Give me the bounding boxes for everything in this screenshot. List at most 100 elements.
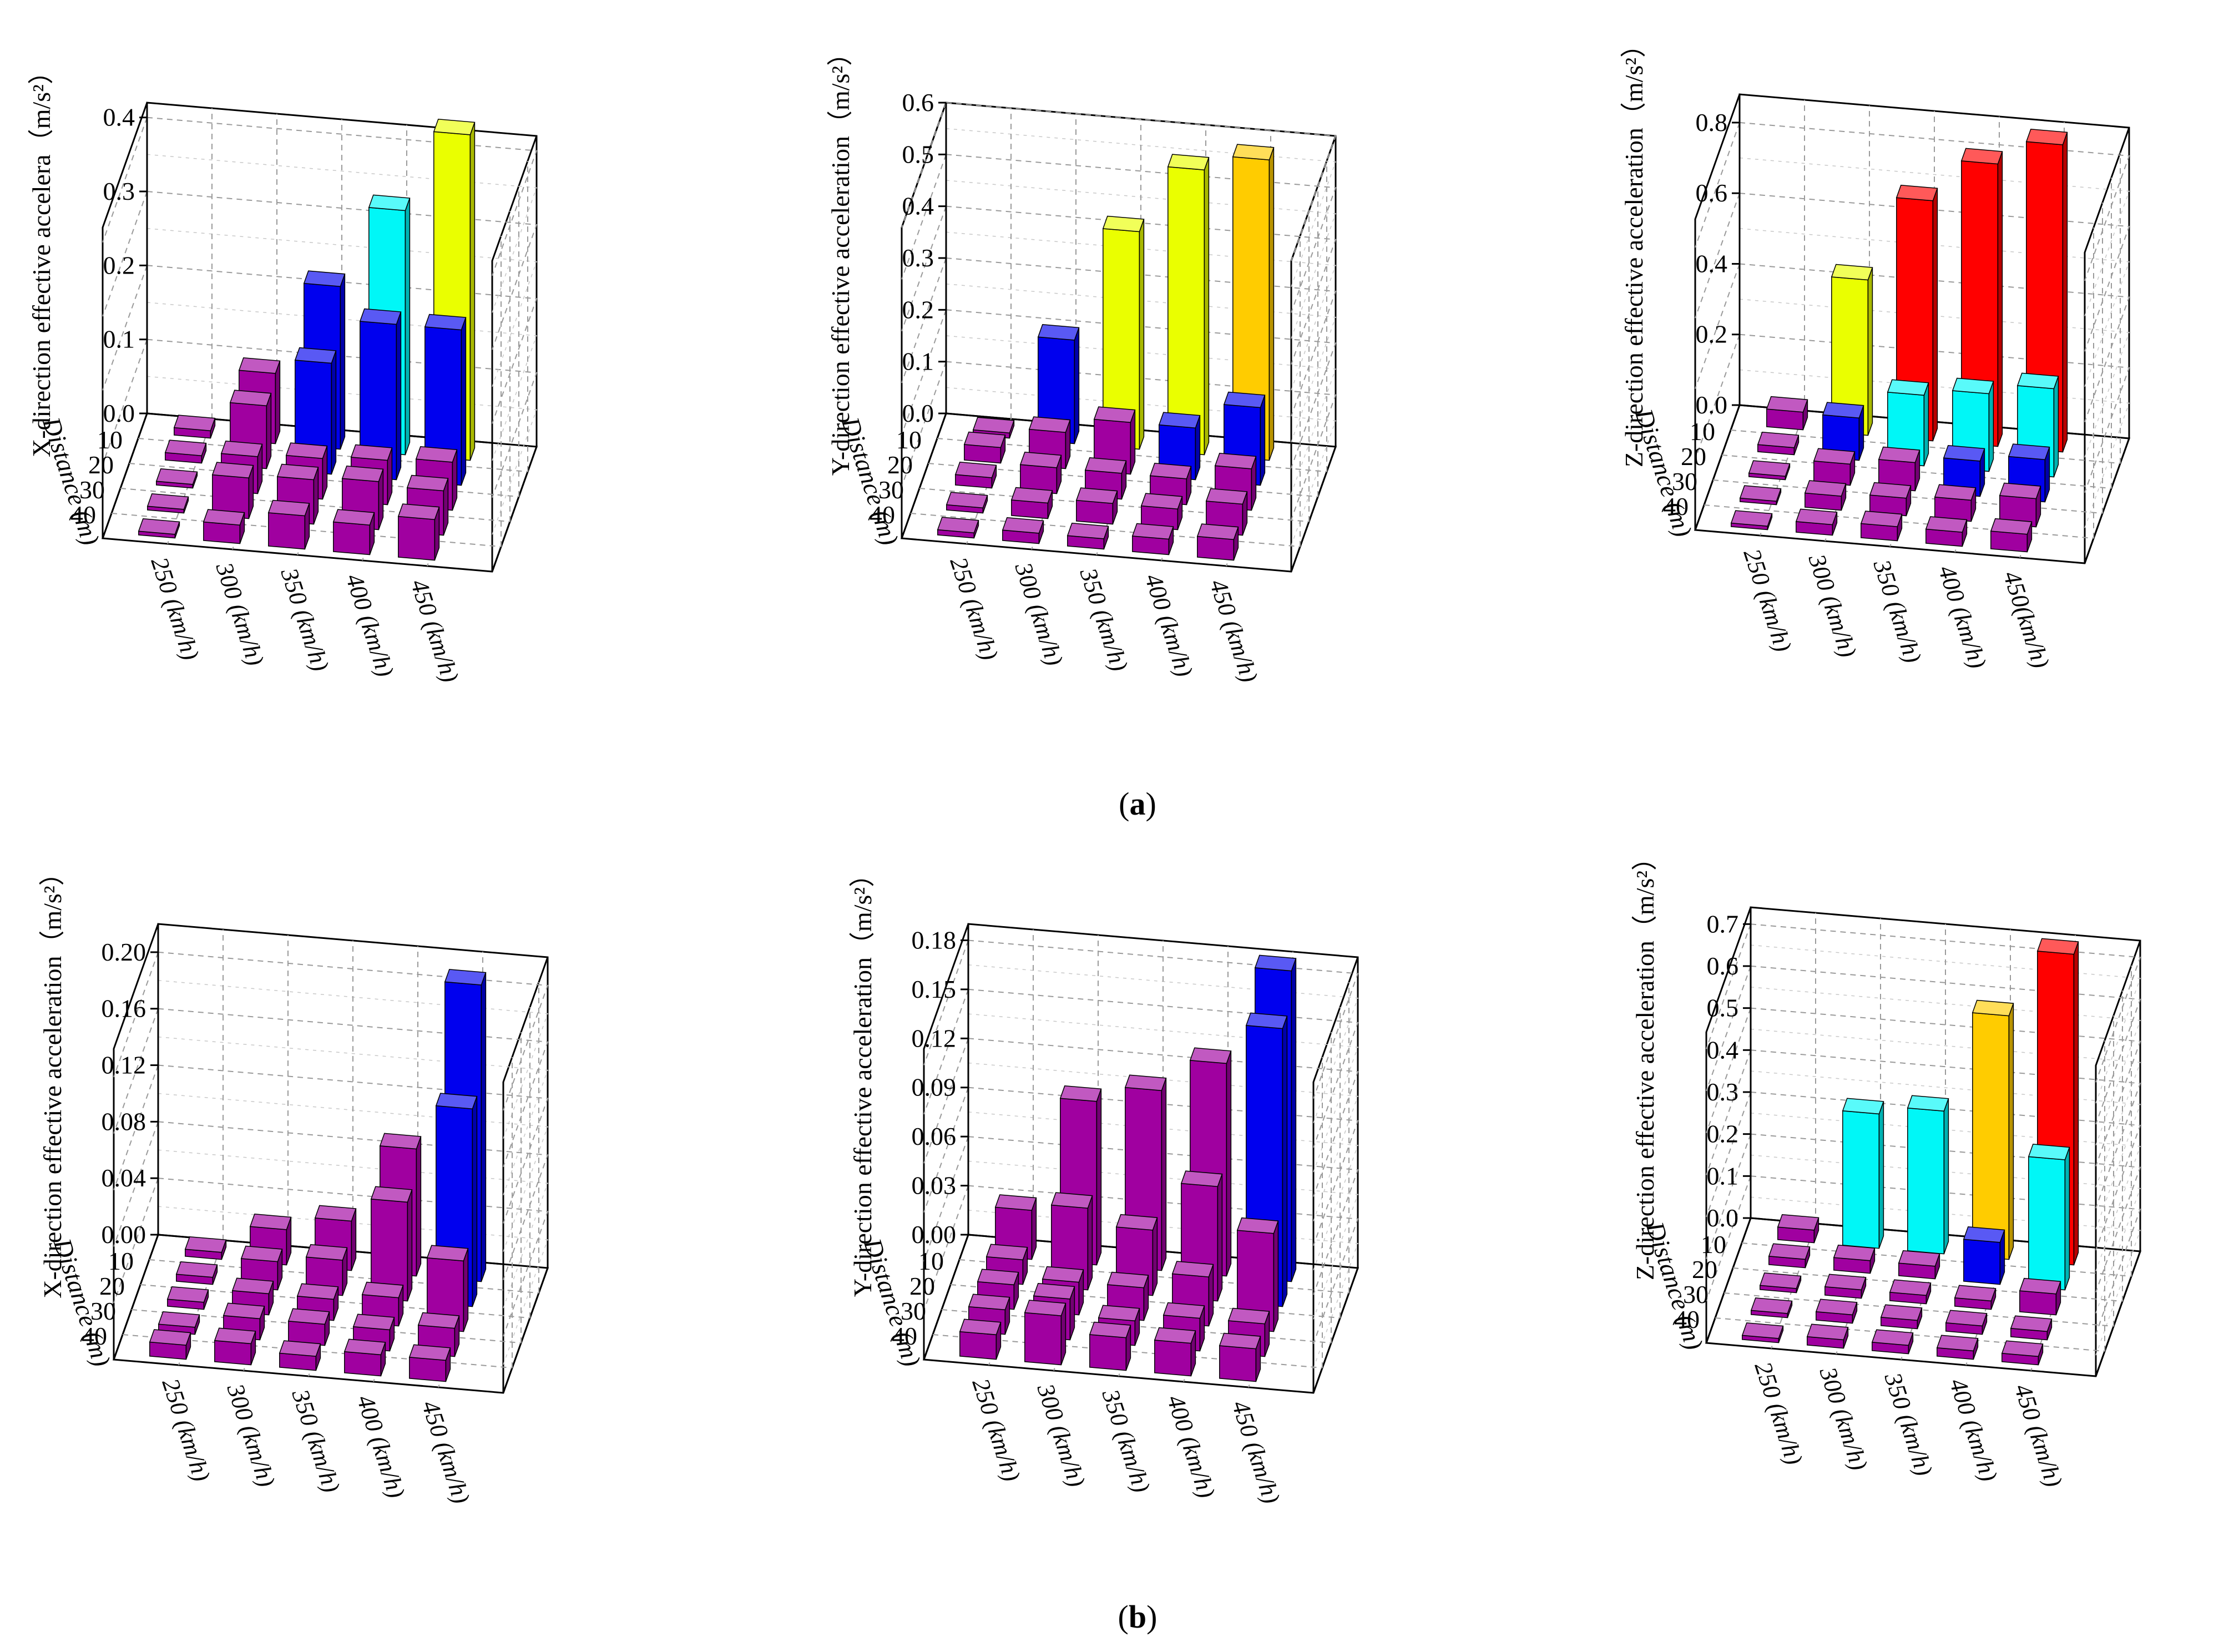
distance-tick-label: 10 (896, 426, 922, 454)
bar (1102, 215, 1145, 450)
grid-left-line (113, 1008, 159, 1134)
distance-tick-label: 30 (1672, 467, 1697, 496)
bar (1889, 1279, 1932, 1305)
bar (424, 314, 467, 486)
bar (359, 308, 402, 481)
bar (937, 517, 979, 539)
bar (287, 1308, 330, 1346)
caption-a: (a) (1119, 786, 1156, 822)
bar (1907, 1095, 1949, 1255)
y-axis-title: Y-direction effective acceleration（m/s²） (848, 862, 877, 1297)
distance-tick-label: 40 (82, 1322, 107, 1350)
grid-minor-line (158, 1036, 549, 1195)
bar (1089, 1321, 1131, 1371)
grid-minor-line (1750, 1070, 2141, 1230)
speed-category-label: 450 (km/h) (1226, 1397, 1285, 1507)
bar (1766, 396, 1808, 431)
y-tick-label: 0.06 (912, 1122, 957, 1150)
distance-tick-label: 20 (88, 451, 114, 479)
bar (1741, 1322, 1784, 1343)
grid-floor-line (1704, 504, 2094, 539)
distance-tick-label: 20 (1681, 442, 1706, 471)
speed-category-label: 350 (km/h) (1879, 1369, 1938, 1479)
grid-left-line (102, 265, 148, 391)
y-tick-label: 0.12 (912, 1024, 957, 1052)
bar (2001, 1340, 2044, 1366)
grid-h-line (146, 265, 538, 424)
y-tick-label: 0.0 (902, 399, 934, 427)
chart-b-z: 0.0 0.1 0.2 0.3 0.4 0.5 0.6 0.7 Z-direction effe… (1631, 845, 2142, 1491)
bar (1067, 523, 1109, 550)
bar (1831, 264, 1873, 436)
bar (1777, 1214, 1819, 1244)
y-tick-label: 0.5 (1707, 994, 1739, 1022)
caption-b: (b) (1118, 1599, 1158, 1635)
distance-tick-label: 30 (878, 476, 904, 504)
bar (1748, 460, 1791, 481)
speed-category-label: 450(km/h) (1998, 568, 2054, 671)
bar (1002, 517, 1044, 544)
bar (1019, 452, 1062, 494)
speed-category-label: 400 (km/h) (1933, 562, 1992, 672)
grid-minor-line (1750, 1028, 2141, 1188)
speed-category-label: 300 (km/h) (221, 1380, 280, 1491)
distance-tick-label: 10 (1701, 1230, 1726, 1259)
bar (1759, 1272, 1802, 1294)
grid-minor-line (158, 1093, 549, 1252)
grid-left-line (923, 940, 969, 1065)
grid-h-line (1750, 1049, 2141, 1209)
grid-h-line (968, 1038, 1359, 1197)
speed-category-label: 400 (km/h) (1161, 1392, 1220, 1502)
bar (1232, 144, 1275, 461)
bar (343, 1338, 386, 1377)
bar (1880, 1304, 1923, 1330)
y-tick-label: 0.20 (102, 938, 146, 966)
grid-left-line (102, 191, 148, 317)
distance-tick-label: 40 (892, 1322, 917, 1350)
y-tick-label: 0.12 (102, 1051, 146, 1079)
bar (1795, 508, 1838, 536)
speed-category-label: 250 (km/h) (156, 1375, 215, 1485)
y-tick-label: 0.3 (103, 177, 135, 205)
bar (1024, 1300, 1067, 1366)
grid-left-line (113, 1121, 159, 1247)
grid-floor-line (910, 513, 1301, 547)
bar (1945, 1310, 1988, 1335)
bar (1824, 1274, 1867, 1299)
bar (946, 492, 988, 514)
distance-tick-label: 10 (97, 426, 123, 454)
speed-category-label: 400 (km/h) (1139, 570, 1198, 680)
y-tick-label: 0.2 (1696, 320, 1728, 348)
speed-category-label: 300 (km/h) (1032, 1380, 1090, 1491)
grid-minor-line (158, 1149, 549, 1309)
chart-b-x: 0.00 0.04 0.08 0.12 0.16 0.20 X-direction effe… (38, 860, 549, 1507)
bar (2019, 1277, 2061, 1316)
grid-minor-line (1739, 157, 2130, 316)
grid-floor-line (129, 463, 519, 497)
bar (1842, 1098, 1884, 1249)
bar (1960, 148, 2003, 447)
bar (1768, 1243, 1811, 1269)
bar (332, 509, 375, 555)
bar (1010, 487, 1053, 519)
bar (1813, 448, 1856, 486)
grid-left-line (901, 309, 947, 435)
grid-left-line (923, 1136, 969, 1262)
grid-left-line (901, 206, 947, 332)
grid-left-line (901, 102, 947, 228)
y-tick-label: 0.0 (1707, 1204, 1739, 1232)
y-tick-label: 0.4 (902, 192, 934, 220)
bar (1236, 1217, 1279, 1332)
bar (1815, 1299, 1858, 1324)
speed-category-label: 250 (km/h) (967, 1375, 1025, 1485)
grid-minor-line (968, 1112, 1359, 1271)
bar (211, 462, 254, 519)
grid-left-line (1695, 122, 1740, 248)
grid-left-line (923, 1038, 969, 1164)
bar (1730, 510, 1773, 531)
grid-minor-line (1739, 228, 2130, 387)
distance-tick-label: 30 (1683, 1280, 1709, 1309)
y-tick-label: 0.2 (103, 251, 135, 279)
